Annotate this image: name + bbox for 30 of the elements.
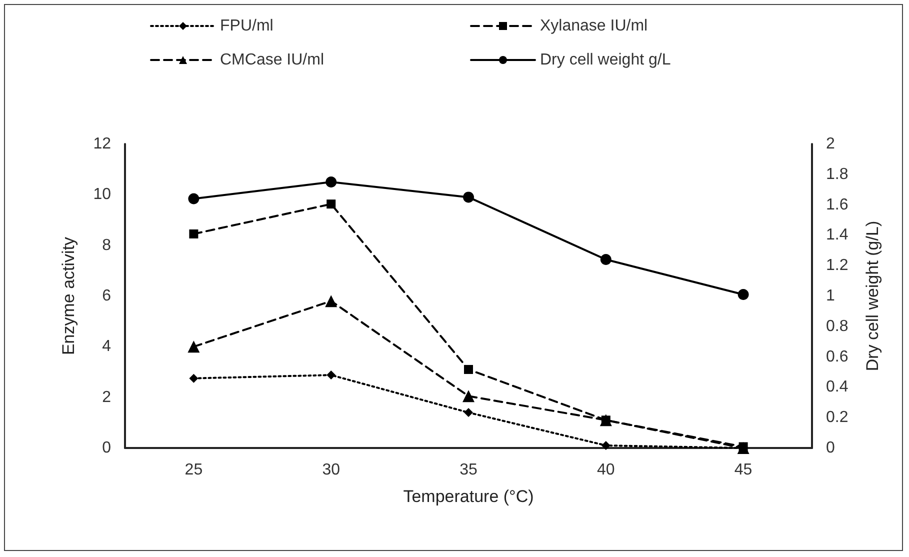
x-axis-title: Temperature (°C) (403, 487, 534, 506)
y-axis-title: Enzyme activity (59, 236, 78, 356)
y2-tick-label: 0.2 (826, 409, 848, 426)
legend-label: FPU/ml (220, 18, 274, 34)
y2-tick-label: 1.4 (826, 226, 848, 244)
y2-tick-label: 1.8 (826, 166, 848, 183)
y-tick-label: 0 (102, 440, 112, 456)
x-tick-label: 45 (734, 462, 752, 478)
y-tick-label: 10 (93, 186, 112, 204)
y2-axis-title: Dry cell weight (g/L) (863, 220, 882, 372)
y2-tick-label: 1.2 (826, 257, 848, 274)
x-tick-label: 25 (184, 462, 203, 478)
y-tick-label: 2 (102, 388, 112, 406)
y2-tick-label: 0.8 (826, 318, 848, 335)
y2-tick-label: 2 (826, 136, 835, 152)
y2-tick-label: 0.4 (826, 378, 848, 396)
x-tick-label: 35 (460, 462, 478, 478)
y-tick-label: 4 (102, 338, 112, 356)
y-tick-label: 8 (102, 236, 112, 254)
y-tick-label: 12 (93, 136, 112, 152)
y2-tick-label: 1 (826, 288, 835, 304)
legend-label: Dry cell weight g/L (540, 52, 671, 68)
y-tick-label: 6 (102, 288, 112, 304)
x-tick-label: 40 (597, 462, 615, 478)
y2-tick-label: 1.6 (826, 196, 848, 214)
legend-label: CMCase IU/ml (220, 52, 324, 68)
legend-label: Xylanase IU/ml (540, 18, 648, 34)
x-tick-label: 30 (322, 462, 340, 478)
y2-tick-label: 0 (826, 440, 835, 456)
y2-tick-label: 0.6 (826, 348, 848, 366)
